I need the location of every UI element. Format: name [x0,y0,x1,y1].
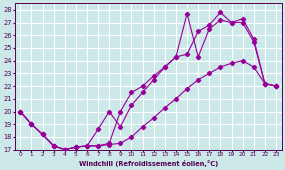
X-axis label: Windchill (Refroidissement éolien,°C): Windchill (Refroidissement éolien,°C) [78,159,218,167]
